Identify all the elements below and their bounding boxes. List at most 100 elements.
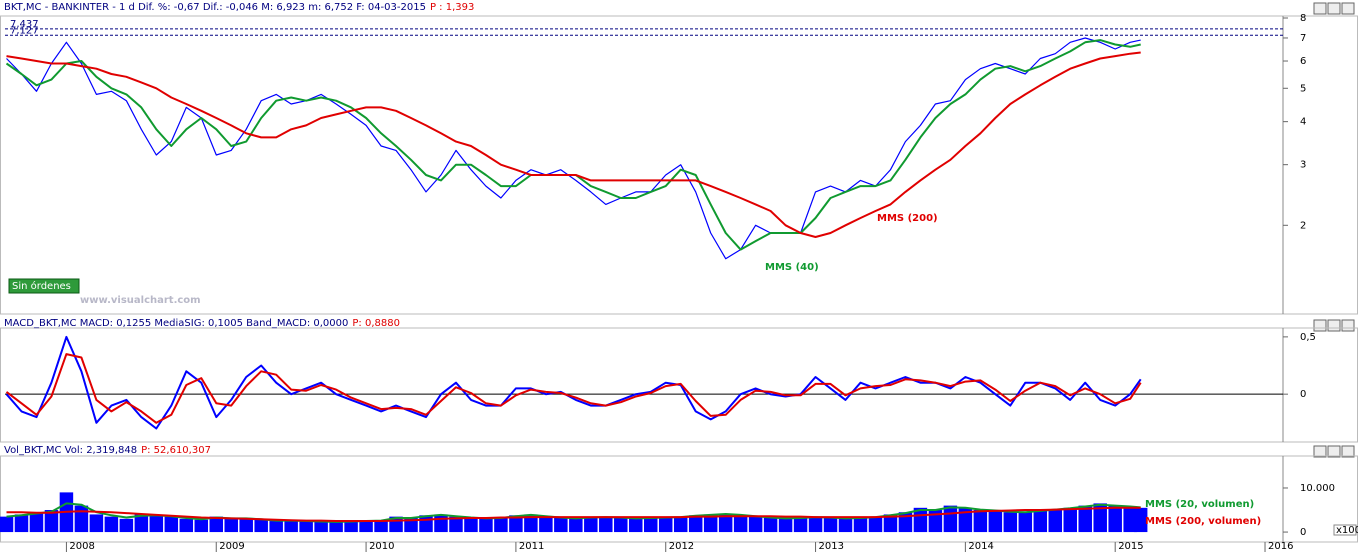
x-tick-label: 2011 [519,541,544,552]
volume-bar [404,517,418,533]
volume-bar [344,521,358,533]
volume-bar [763,517,778,533]
x-tick-label: 2016 [1268,541,1293,552]
volume-bar [104,516,119,533]
x-tick-label: 2008 [69,541,94,552]
volume-bar [644,517,658,533]
volume-bar [209,516,223,533]
volume-bar [509,515,523,533]
panel-header-p: P : 1,393 [430,2,474,13]
volume-bar [224,518,238,533]
y-tick-label: 0 [1300,527,1306,538]
panel-header: MACD_BKT,MC MACD: 0,1255 MediaSIG: 0,100… [4,318,348,329]
volume-bar [958,507,973,533]
volume-bar [838,518,853,533]
volume-bar [1063,507,1077,533]
volume-bar [359,521,373,533]
volume-bar [0,516,14,533]
volume-bar [299,521,313,533]
volume-bar [554,517,568,533]
volume-bar [718,513,733,533]
volume-bar [614,517,628,533]
window-controls [1313,2,1355,458]
badge-box [8,278,80,294]
volume-bar [464,517,478,533]
volume-bar [524,514,538,533]
volume-bar [1003,512,1018,533]
volume-bar [823,517,838,533]
volume-bar [793,517,808,533]
volume-bar [688,515,703,533]
y-tick-label: 8 [1300,13,1306,24]
x-tick-label: 2009 [219,541,244,552]
volume-bar [1078,505,1092,533]
volume-bar [134,514,149,533]
volume-bar [14,514,29,533]
volume-bar [314,521,328,533]
panel-header-p: P: 0,8880 [352,318,400,329]
volume-bar [808,516,823,533]
y-tick-label: 7 [1300,33,1306,44]
volume-bar [1123,506,1137,533]
volume-bar [943,505,958,533]
panel-header: BKT,MC - BANKINTER - 1 d Dif. %: -0,67 D… [4,2,426,13]
x-tick-label: 2012 [669,541,694,552]
volume-bar [164,516,179,533]
volume-bar [194,519,209,533]
volume-bar [673,516,688,533]
volume-bar [29,512,44,533]
badge: Sin órdenes [12,280,71,292]
volume-bar [853,517,868,533]
volume-bar [449,516,463,533]
volume-bar [44,510,59,533]
volume-bar [868,516,883,533]
series-line [6,37,1141,260]
volume-bar [988,510,1003,533]
x-tick-label: 2015 [1118,541,1143,552]
y-tick-label: 4 [1300,117,1306,128]
volume-bar [89,514,104,533]
volume-bar [374,520,388,533]
volume-bar [434,514,448,533]
series-label: MMS (40) [765,262,819,273]
x-tick-label: 2014 [968,541,993,552]
volume-bar [569,518,583,533]
unit-box [1333,524,1357,536]
volume-bar [479,518,493,533]
y-tick-label: 0,5 [1300,332,1316,343]
volume-bar [733,515,748,533]
volume-bar [973,510,988,533]
volume-bar [703,514,718,533]
volume-bar [1093,503,1107,533]
y-tick-label: 5 [1300,83,1306,94]
volume-bar [119,518,134,533]
watermark: www.visualchart.com [80,295,201,306]
volume-bar [329,522,343,533]
volume-bar [584,517,598,533]
volume-bar [1018,512,1033,533]
volume-bar [419,515,433,533]
y-tick-label: 10.000 [1300,483,1335,494]
y-tick-label: 3 [1300,160,1306,171]
volume-bar [254,519,268,533]
volume-bar [778,518,793,533]
volume-bar [883,514,898,533]
unit-note: x1000 [1336,525,1358,536]
series-line [6,51,1141,238]
volume-bar [599,516,613,533]
panel-header: Vol_BKT,MC Vol: 2,319,848 [4,445,137,456]
volume-bar [284,520,298,533]
volume-bar [1048,509,1063,533]
volume-bar [149,515,164,533]
panel-header-p: P: 52,610,307 [141,445,211,456]
x-tick-label: 2013 [819,541,844,552]
series-label: MMS (200) [877,213,938,224]
volume-bar [658,517,673,533]
x-tick-label: 2010 [369,541,394,552]
series-line [6,506,1141,522]
volume-bar [1108,505,1122,533]
y-tick-label: 2 [1300,220,1306,231]
series-line [5,353,1142,424]
